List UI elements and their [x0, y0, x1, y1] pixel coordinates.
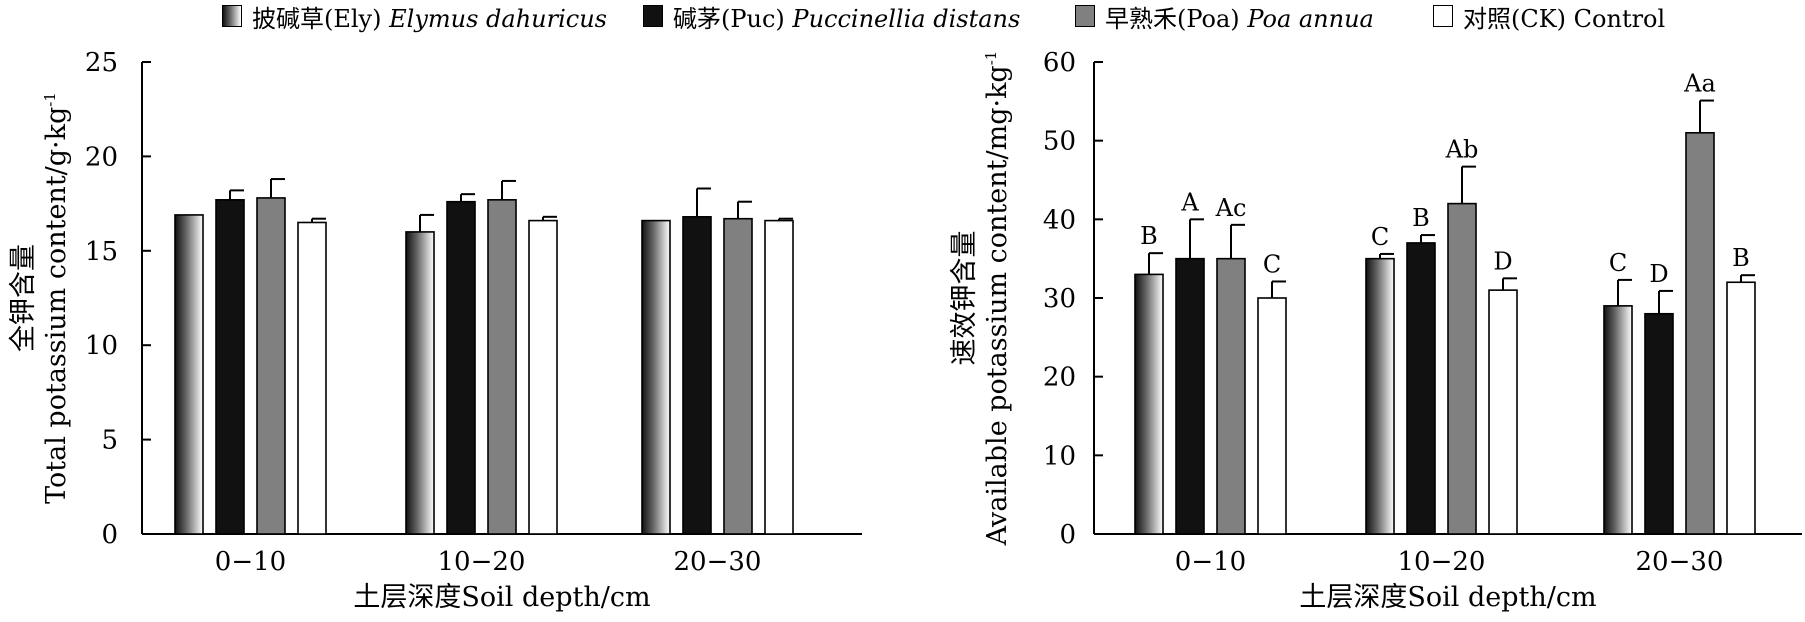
legend-swatch-puc — [643, 5, 663, 27]
legend-swatch-poa — [1075, 5, 1095, 27]
significance-label: C — [1371, 223, 1389, 251]
y-tick-label: 15 — [85, 237, 118, 267]
significance-label: D — [1649, 260, 1668, 288]
bar-ely — [405, 231, 435, 535]
y-tick-label: 40 — [1043, 205, 1076, 235]
significance-label: C — [1609, 249, 1627, 277]
y-axis-title-cn: 全钾含量 — [8, 244, 39, 352]
x-tick-label: 0−10 — [1175, 547, 1246, 577]
y-tick-label: 5 — [101, 426, 118, 456]
legend: 披碱草(Ely) Elymus dahuricus 碱茅(Puc) Puccin… — [0, 0, 1805, 34]
legend-item-ely: 披碱草(Ely) Elymus dahuricus — [222, 2, 607, 33]
bar-ely — [1365, 257, 1395, 535]
bar-poa — [1447, 202, 1477, 535]
legend-label-poa: 早熟禾(Poa) Poa annua — [1105, 4, 1374, 33]
bar-ck — [1488, 289, 1518, 535]
legend-label-ely: 披碱草(Ely) Elymus dahuricus — [252, 4, 607, 33]
significance-label: Ab — [1445, 136, 1479, 164]
y-tick-label: 50 — [1043, 127, 1076, 157]
significance-label: D — [1493, 247, 1512, 275]
legend-item-ck: 对照(CK) Control — [1433, 2, 1665, 33]
bar-ely — [174, 214, 204, 535]
y-tick-label: 60 — [1043, 48, 1076, 78]
significance-label: B — [1412, 204, 1430, 232]
bar-ck — [1257, 297, 1287, 535]
y-axis-title-sup: -1 — [41, 92, 59, 107]
bar-ely — [641, 219, 671, 535]
x-tick-label: 10−20 — [438, 547, 526, 577]
significance-label: A — [1180, 188, 1199, 216]
bar-ely — [1603, 305, 1633, 535]
y-axis-title-sup: -1 — [982, 51, 1000, 66]
x-tick-label: 20−30 — [674, 547, 762, 577]
y-tick-label: 0 — [101, 520, 118, 550]
legend-swatch-ck — [1433, 5, 1453, 27]
significance-label: Ac — [1215, 194, 1247, 222]
y-axis-title-en: Total potassium content/g·kg-1 — [41, 92, 72, 504]
bar-ely — [1134, 273, 1164, 535]
bar-puc — [446, 200, 476, 535]
bar-puc — [215, 199, 245, 535]
significance-label: C — [1263, 250, 1281, 278]
bar-poa — [256, 197, 286, 535]
legend-item-puc: 碱茅(Puc) Puccinellia distans — [643, 2, 1020, 33]
legend-item-poa: 早熟禾(Poa) Poa annua — [1075, 2, 1374, 33]
x-tick-label: 20−30 — [1636, 547, 1724, 577]
bar-poa — [487, 199, 517, 535]
y-tick-label: 25 — [85, 48, 118, 78]
bar-puc — [682, 216, 712, 535]
y-tick-label: 30 — [1043, 284, 1076, 314]
x-axis-title: 土层深度Soil depth/cm — [1299, 582, 1596, 613]
bar-ck — [764, 219, 794, 535]
bar-ck — [297, 221, 327, 535]
legend-swatch-ely — [222, 5, 242, 27]
y-tick-label: 20 — [1043, 363, 1076, 393]
bar-ck — [1726, 281, 1756, 535]
significance-label: B — [1140, 222, 1158, 250]
y-tick-label: 10 — [1043, 441, 1076, 471]
bar-poa — [723, 217, 753, 535]
y-tick-label: 20 — [85, 142, 118, 172]
y-axis-title-cn: 速效钾含量 — [949, 231, 980, 366]
y-axis-title-en: Available potassium content/mg·kg-1 — [982, 51, 1013, 547]
legend-label-ck: 对照(CK) Control — [1463, 4, 1666, 33]
significance-label: Aa — [1683, 70, 1716, 98]
bar-puc — [1175, 257, 1205, 535]
bar-poa — [1685, 132, 1715, 535]
significance-label: B — [1732, 244, 1750, 272]
total-potassium-chart: 0 5 10 15 20 25 0−10 10−20 20−30 土层深度Soil depth/c… — [8, 48, 862, 613]
y-tick-label: 10 — [85, 331, 118, 361]
bar-puc — [1406, 242, 1436, 535]
y-tick-label: 0 — [1059, 520, 1076, 550]
x-tick-label: 0−10 — [215, 547, 286, 577]
bar-puc — [1644, 312, 1674, 535]
bar-ck — [528, 219, 558, 535]
bar-poa — [1216, 257, 1246, 535]
x-axis-title: 土层深度Soil depth/cm — [353, 582, 650, 613]
legend-label-puc: 碱茅(Puc) Puccinellia distans — [673, 4, 1021, 33]
x-tick-label: 10−20 — [1398, 547, 1486, 577]
